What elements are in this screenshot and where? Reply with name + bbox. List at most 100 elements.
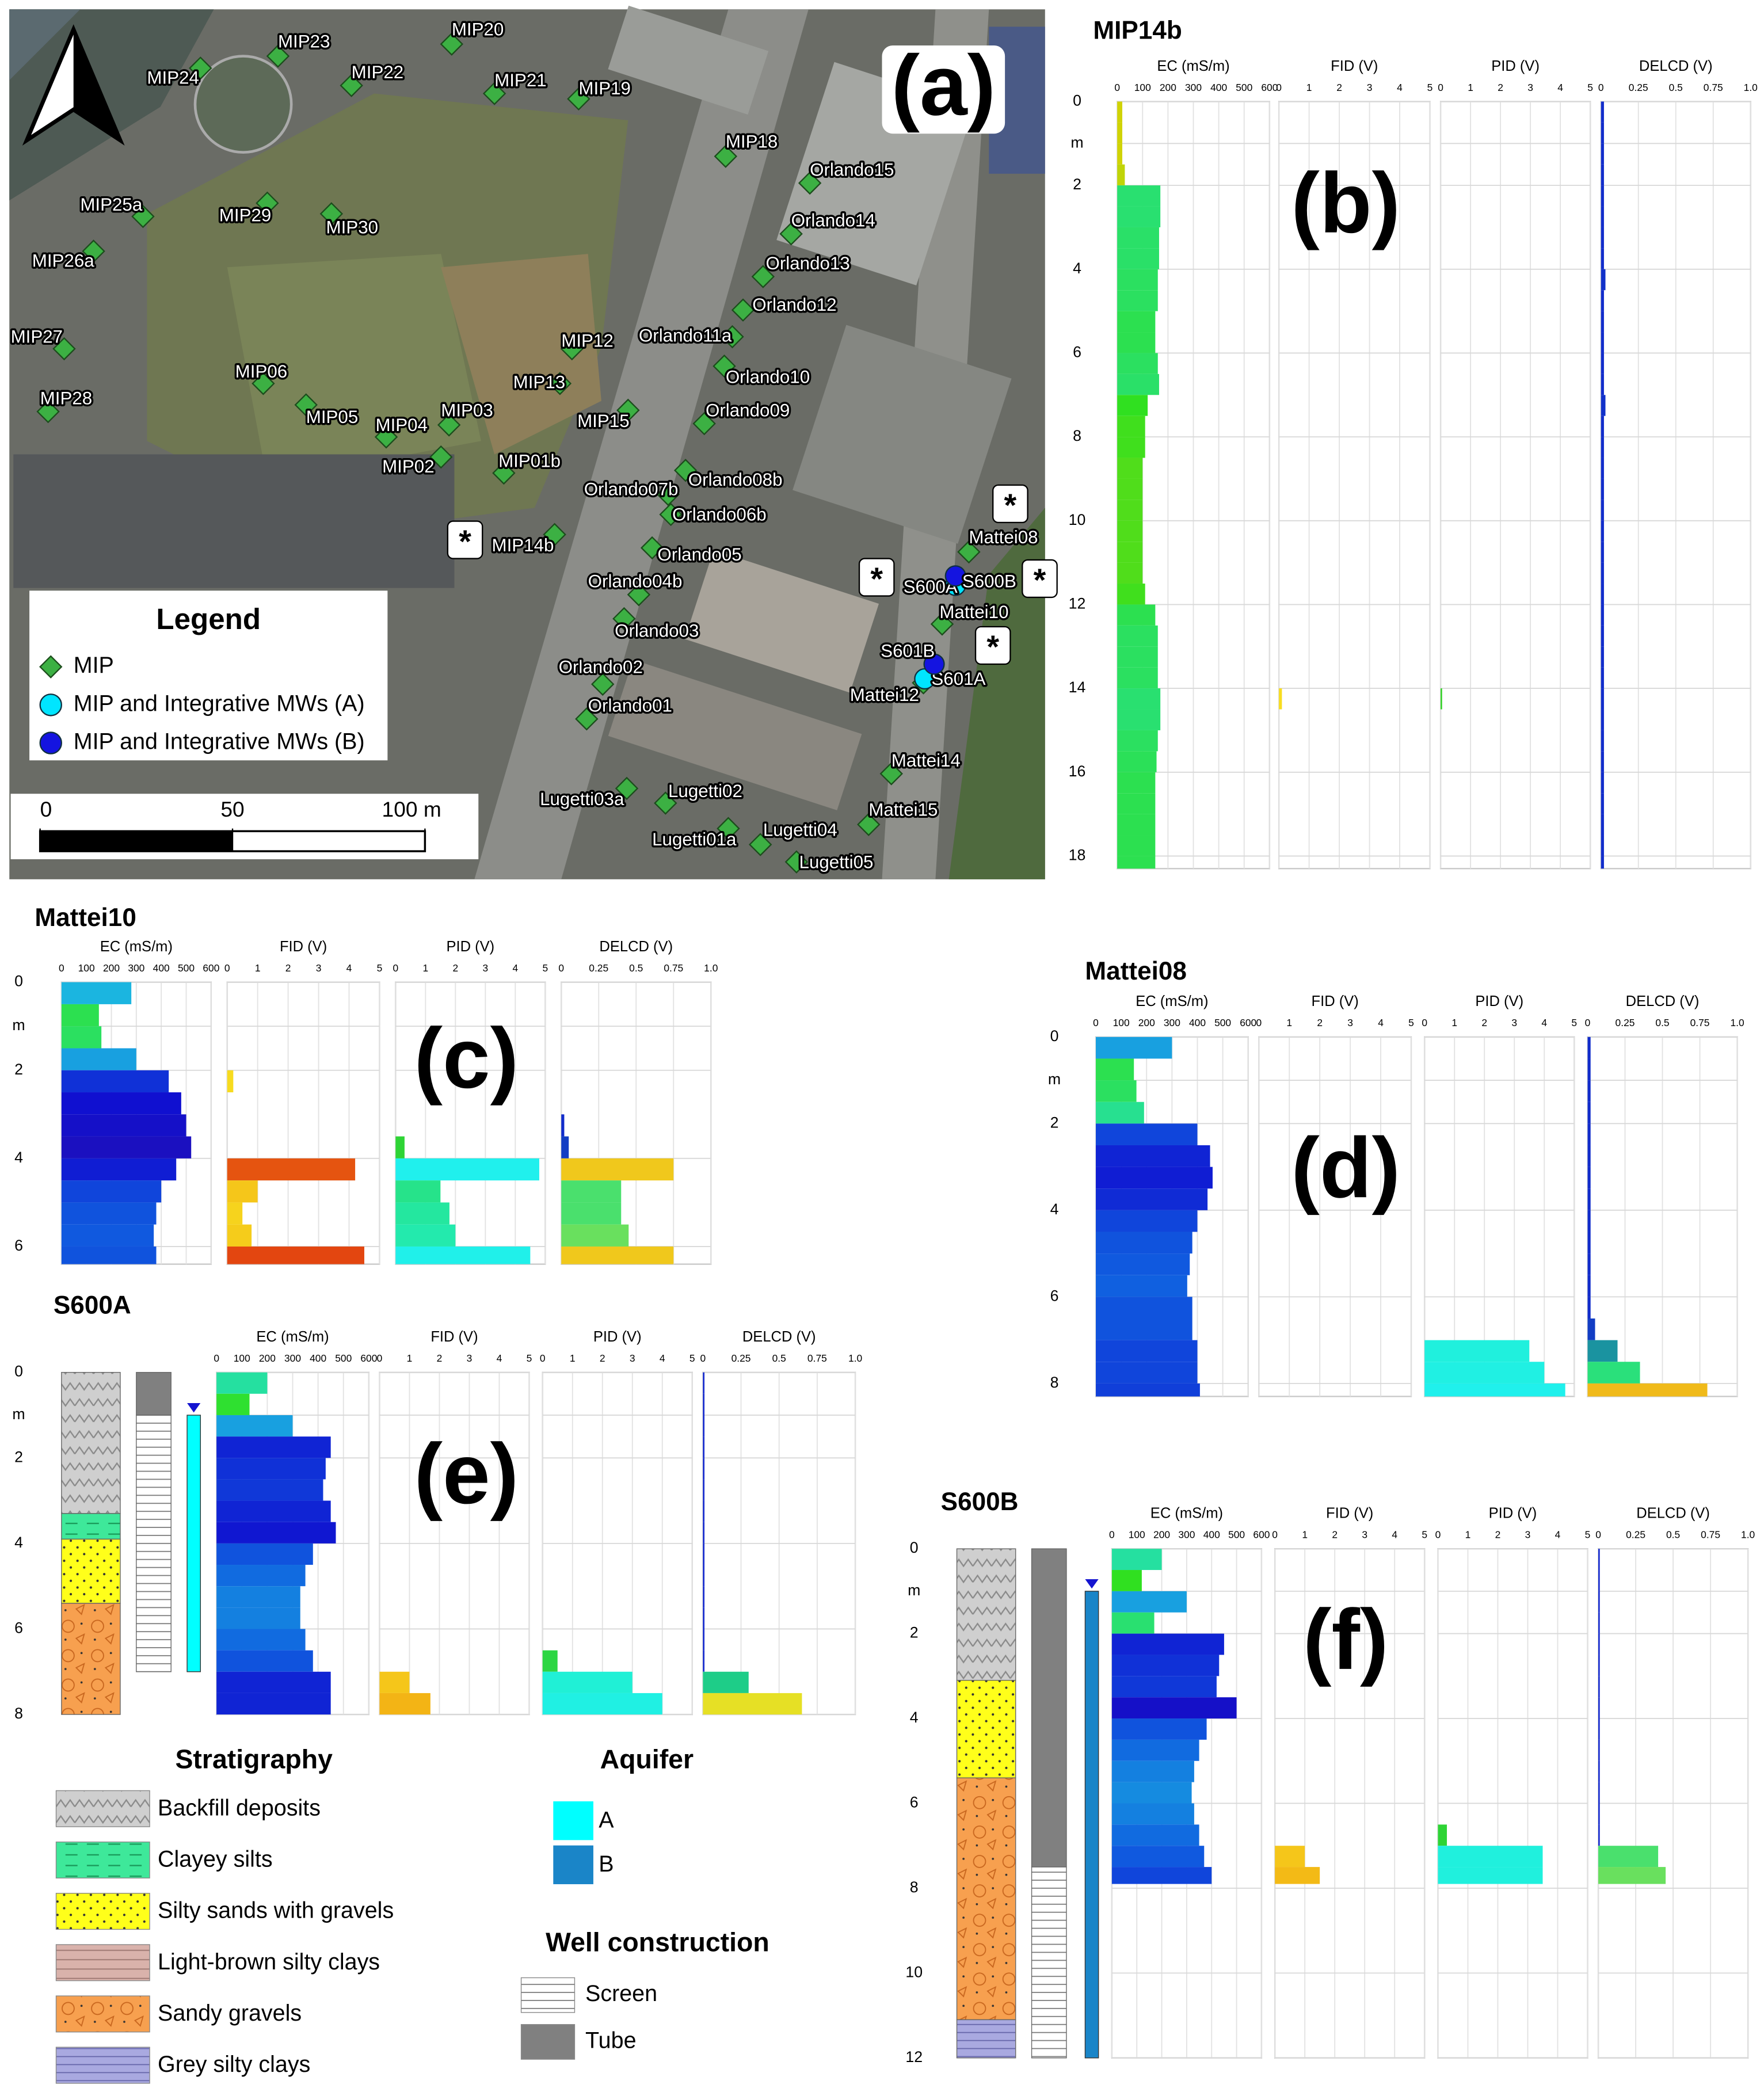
log-bar xyxy=(1111,1803,1194,1825)
track-label: EC (mS/m) xyxy=(100,939,173,955)
track-label: DELCD (V) xyxy=(742,1329,816,1345)
log-bar xyxy=(1598,1718,1600,1740)
log-bar xyxy=(1601,772,1604,794)
depth-tick-label: 4 xyxy=(910,1709,919,1726)
log-bar xyxy=(1587,1058,1591,1081)
point-label: MIP04 xyxy=(375,415,428,435)
log-bar xyxy=(1601,520,1604,542)
mip-point xyxy=(189,56,212,80)
depth-tick-label: m xyxy=(12,1405,25,1423)
log-bar xyxy=(1111,1612,1155,1634)
x-tick-label: 5 xyxy=(377,962,383,974)
x-tick-label: 100 xyxy=(1129,1529,1145,1541)
track-label: PID (V) xyxy=(593,1329,642,1345)
x-tick-label: 100 xyxy=(1134,82,1151,93)
track-label: PID (V) xyxy=(446,939,494,955)
legend-item: Tube xyxy=(585,2028,637,2053)
legend-swatch xyxy=(55,1995,150,2033)
log-bar xyxy=(1587,1297,1591,1318)
scale-label: 0 xyxy=(40,797,52,821)
log-bar xyxy=(1587,1080,1591,1102)
x-tick-label: 600 xyxy=(1261,82,1278,93)
legend-item: Backfill deposits xyxy=(158,1795,321,1820)
asterisk: * xyxy=(1004,487,1017,523)
log-bar xyxy=(61,1246,157,1264)
x-tick-label: 400 xyxy=(1210,82,1227,93)
point-label: Orlando15 xyxy=(810,159,894,180)
x-tick-label: 300 xyxy=(1178,1529,1195,1541)
log-bar xyxy=(1601,584,1604,605)
stratum xyxy=(956,1777,1016,2021)
stratum xyxy=(956,2019,1016,2059)
log-bar xyxy=(1601,437,1604,458)
track-label: PID (V) xyxy=(1491,58,1540,74)
log-bar xyxy=(227,1180,258,1203)
x-tick-label: 0 xyxy=(377,1352,383,1364)
mip-point xyxy=(615,776,639,801)
point-label: Orlando02 xyxy=(559,657,643,677)
legend-swatch xyxy=(55,1944,150,1981)
legend-symbol xyxy=(39,693,62,717)
x-tick-label: 1.0 xyxy=(1730,1017,1744,1028)
track-label: FID (V) xyxy=(1331,58,1378,74)
x-tick-label: 2 xyxy=(600,1352,605,1364)
log-bar xyxy=(1279,688,1282,710)
log-bar xyxy=(542,1671,633,1693)
x-tick-label: 0 xyxy=(1109,1529,1115,1541)
depth-tick-label: 8 xyxy=(1073,427,1081,444)
log-bar xyxy=(1598,1867,1666,1884)
log-bar xyxy=(1111,1570,1142,1591)
log-bar xyxy=(1117,688,1161,710)
x-tick-label: 4 xyxy=(1541,1017,1547,1028)
x-tick-label: 4 xyxy=(1557,82,1563,93)
depth-tick-label: 2 xyxy=(1050,1114,1059,1131)
x-tick-label: 0.5 xyxy=(629,962,643,974)
x-tick-label: 300 xyxy=(1185,82,1202,93)
point-label: MIP26a xyxy=(32,250,95,270)
mip-point xyxy=(692,411,716,436)
log-bar xyxy=(1117,751,1157,772)
x-tick-label: 0 xyxy=(1114,82,1120,93)
log-bar xyxy=(1601,353,1604,374)
legend-item: Clayey silts xyxy=(158,1847,273,1872)
log-bar xyxy=(1601,478,1604,500)
depth-tick-label: 4 xyxy=(1073,260,1081,277)
log-bar xyxy=(703,1522,705,1544)
asterisk-box xyxy=(447,520,483,559)
log-bar xyxy=(703,1372,705,1394)
log-bar xyxy=(1111,1633,1224,1655)
log-bar xyxy=(1117,856,1156,869)
log-bar xyxy=(1587,1275,1591,1297)
log-bar xyxy=(1601,709,1604,730)
mip-point xyxy=(482,82,506,105)
log-bar xyxy=(1601,206,1604,227)
mip-point xyxy=(731,298,755,322)
depth-tick-label: 10 xyxy=(1069,511,1086,528)
log-bar xyxy=(1598,1612,1600,1634)
log-bar xyxy=(1096,1080,1137,1102)
map-legend-item: MIP xyxy=(74,653,114,678)
log-bar xyxy=(61,1202,157,1225)
x-tick-label: 0.75 xyxy=(1690,1017,1710,1028)
x-tick-label: 3 xyxy=(316,962,322,974)
point-label: S600B xyxy=(962,571,1016,592)
track-label: EC (mS/m) xyxy=(1157,58,1229,74)
log-bar xyxy=(1096,1167,1213,1189)
log-bar xyxy=(703,1543,705,1565)
x-tick-label: 4 xyxy=(660,1352,665,1364)
asterisk-box xyxy=(858,558,895,597)
mip-point xyxy=(612,607,636,631)
legend-swatch xyxy=(520,2024,576,2060)
mip-point xyxy=(340,74,363,97)
mip-point xyxy=(437,413,461,437)
log-bar xyxy=(1111,1824,1199,1846)
mip-point xyxy=(721,325,744,349)
log-bar xyxy=(1601,604,1604,626)
x-tick-label: 3 xyxy=(1347,1017,1353,1028)
log-bar xyxy=(1587,1318,1595,1340)
log-bar xyxy=(395,1180,441,1203)
log-bar xyxy=(61,1048,136,1070)
log-bar xyxy=(1601,122,1604,144)
log-bar xyxy=(1598,1633,1600,1655)
